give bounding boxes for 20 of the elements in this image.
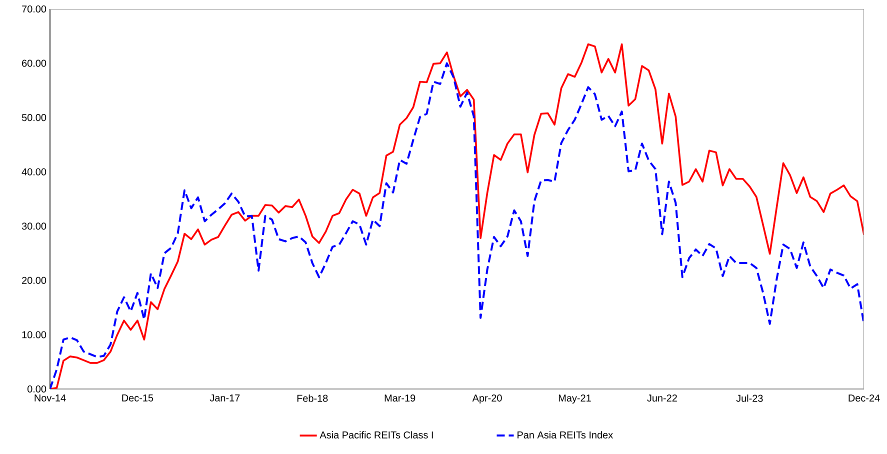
y-tick-label: 30.00	[22, 222, 46, 230]
y-tick-label: 70.00	[22, 5, 46, 13]
x-tick-label: Apr-20	[472, 394, 502, 404]
legend-label: Pan Asia REITs Index	[518, 431, 613, 438]
x-tick-label: May-21	[558, 394, 591, 404]
x-tick-label: Jan-17	[210, 394, 240, 402]
y-tick-label: 10.00	[22, 331, 46, 338]
y-tick-label: 40.00	[22, 168, 46, 176]
x-tick-label: Dec-15	[122, 394, 154, 402]
y-tick-label: 0.00	[27, 385, 46, 393]
x-tick-label: Jun-22	[647, 394, 677, 402]
x-tick-label: Mar-19	[384, 394, 416, 402]
legend-label: Asia Pacific REITs Class I	[320, 431, 433, 438]
x-tick-label: Dec-24	[848, 394, 880, 402]
x-tick-label: Jul-23	[736, 394, 763, 402]
y-tick-label: 20.00	[22, 276, 46, 284]
x-tick-label: Nov-14	[34, 394, 66, 402]
y-tick-label: 60.00	[22, 60, 46, 67]
y-tick-label: 50.00	[22, 114, 46, 122]
x-tick-label: Feb-18	[297, 394, 328, 402]
